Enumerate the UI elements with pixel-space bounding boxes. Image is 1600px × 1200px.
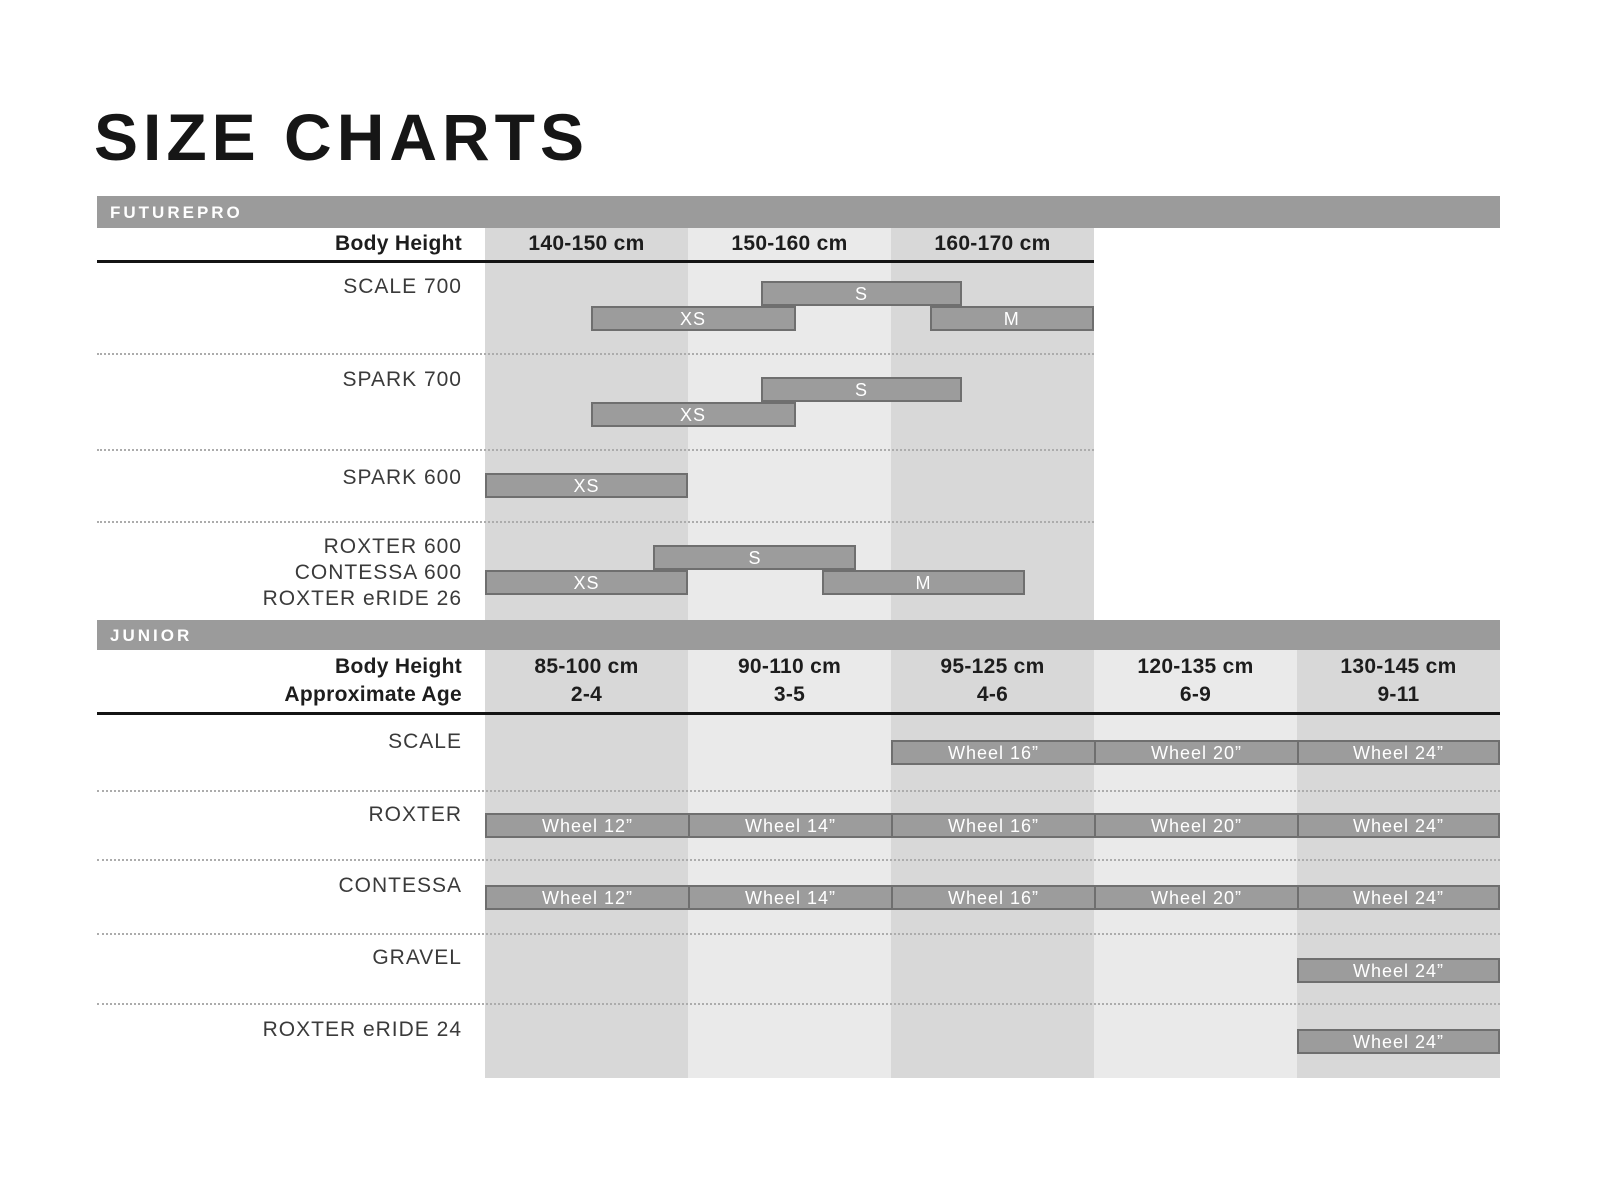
wheel-bar: Wheel 24” (1297, 885, 1500, 910)
column-header-age: 6-9 (1179, 683, 1212, 706)
column-header-height: 120-135 cm (1137, 655, 1254, 678)
column-header-height: 90-110 cm (737, 655, 842, 678)
header-rule (97, 712, 1500, 715)
column-header-height: 130-145 cm (1340, 655, 1457, 678)
row-label: SCALE 700 (343, 275, 462, 298)
row-divider (97, 859, 1500, 861)
column-band (485, 650, 688, 1078)
size-bar: XS (485, 473, 688, 498)
size-bar: S (761, 281, 963, 306)
size-bar: M (821, 570, 1025, 595)
size-bar: S (761, 377, 963, 402)
column-header: 140-150 cm (528, 232, 645, 255)
wheel-bar: Wheel 24” (1297, 1029, 1500, 1054)
column-header-age: 4-6 (976, 683, 1009, 706)
row-divider (97, 449, 1094, 451)
row-label: ROXTER eRIDE 24 (262, 1018, 462, 1041)
body-height-axis-label: Body Height (335, 232, 462, 255)
column-band (891, 650, 1094, 1078)
wheel-bar: Wheel 12” (485, 813, 690, 838)
column-header: 160-170 cm (934, 232, 1051, 255)
size-bar: XS (590, 306, 796, 331)
row-divider (97, 933, 1500, 935)
wheel-bar: Wheel 12” (485, 885, 690, 910)
row-label: ROXTER eRIDE 26 (262, 587, 462, 610)
size-bar: S (653, 545, 857, 570)
size-bar: XS (590, 402, 796, 427)
section-header-junior-label: JUNIOR (110, 625, 193, 645)
column-header: 150-160 cm (731, 232, 848, 255)
wheel-bar: Wheel 24” (1297, 740, 1500, 765)
wheel-bar: Wheel 24” (1297, 813, 1500, 838)
wheel-bar: Wheel 14” (688, 885, 893, 910)
column-header-age: 3-5 (773, 683, 806, 706)
size-bar: M (929, 306, 1094, 331)
row-divider (97, 790, 1500, 792)
row-label: SCALE (388, 730, 462, 753)
row-divider (97, 353, 1094, 355)
row-label: ROXTER 600 (323, 535, 462, 558)
wheel-bar: Wheel 16” (891, 813, 1096, 838)
row-label: ROXTER (368, 803, 462, 826)
wheel-bar: Wheel 14” (688, 813, 893, 838)
row-label: SPARK 600 (342, 466, 462, 489)
row-label: CONTESSA (338, 874, 462, 897)
row-divider (97, 1003, 1500, 1005)
page-title: SIZE CHARTS (94, 100, 590, 174)
row-label: SPARK 700 (342, 368, 462, 391)
wheel-bar: Wheel 20” (1094, 885, 1299, 910)
wheel-bar: Wheel 24” (1297, 958, 1500, 983)
column-band (1297, 650, 1500, 1078)
row-label: CONTESSA 600 (294, 561, 462, 584)
section-header-futurepro: FUTUREPRO (97, 196, 1500, 228)
section-header-futurepro-label: FUTUREPRO (110, 202, 243, 222)
wheel-bar: Wheel 16” (891, 740, 1096, 765)
column-header-height: 85-100 cm (534, 655, 639, 678)
wheel-bar: Wheel 16” (891, 885, 1096, 910)
section-header-junior: JUNIOR (97, 620, 1500, 650)
header-rule (97, 260, 1094, 263)
column-band (1094, 650, 1297, 1078)
body-height-axis-label: Body Height (335, 655, 462, 678)
column-header-age: 2-4 (570, 683, 603, 706)
wheel-bar: Wheel 20” (1094, 740, 1299, 765)
size-bar: XS (485, 570, 688, 595)
column-header-age: 9-11 (1377, 683, 1420, 706)
row-divider (97, 521, 1094, 523)
row-label: GRAVEL (372, 946, 462, 969)
column-band (688, 650, 891, 1078)
wheel-bar: Wheel 20” (1094, 813, 1299, 838)
column-header-height: 95-125 cm (940, 655, 1045, 678)
approximate-age-axis-label: Approximate Age (284, 683, 462, 706)
